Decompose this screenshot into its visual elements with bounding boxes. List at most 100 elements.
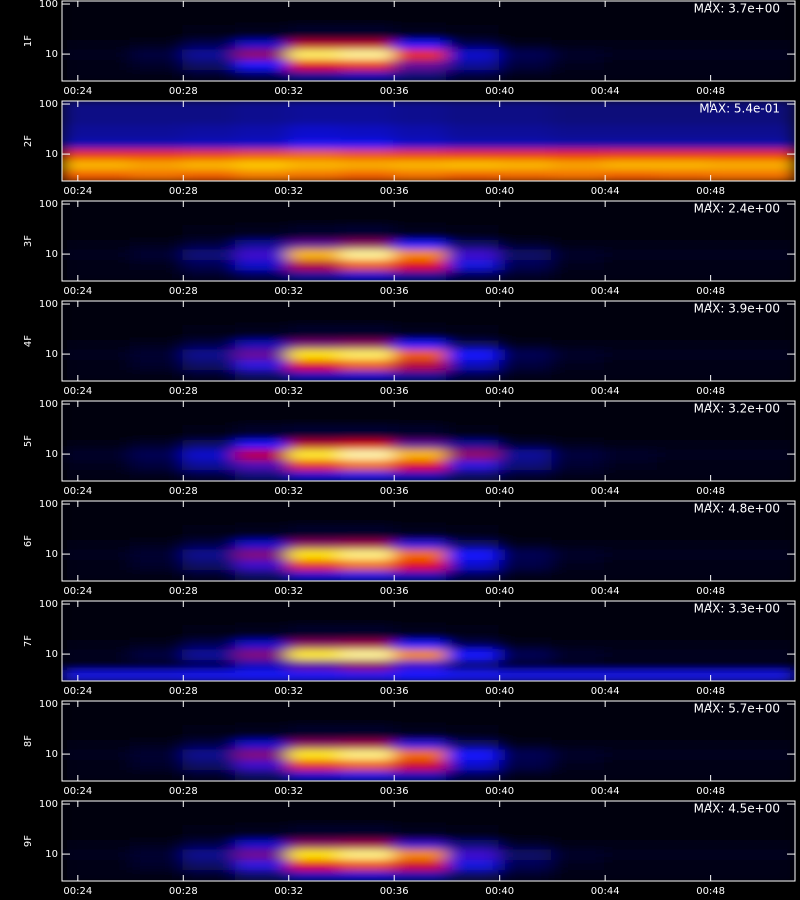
cell (709, 57, 795, 71)
cell (129, 22, 185, 41)
cell (62, 838, 132, 850)
cell (62, 22, 132, 41)
cell (129, 701, 185, 725)
cell (656, 68, 712, 81)
cell (182, 501, 238, 525)
cell (62, 768, 132, 781)
x-tick-label: 00:36 (380, 286, 409, 297)
cell (62, 701, 132, 725)
cell (393, 68, 448, 81)
cell (604, 457, 659, 471)
y-tick-label: 100 (39, 399, 58, 410)
cell (182, 468, 238, 481)
cell (62, 147, 132, 160)
x-tick-label: 00:48 (696, 186, 725, 197)
cell (62, 601, 132, 625)
cell (182, 847, 238, 860)
cell (709, 247, 795, 260)
cell (235, 657, 290, 671)
cell (656, 247, 712, 260)
cell (287, 857, 343, 871)
cell (340, 838, 396, 850)
cell (551, 368, 607, 381)
x-tick-label: 00:40 (485, 586, 514, 597)
cell (182, 868, 238, 881)
cell (235, 68, 290, 81)
cell (340, 438, 396, 450)
x-tick-label: 00:40 (485, 786, 514, 797)
cell (129, 457, 185, 471)
cell (235, 638, 290, 650)
cell (340, 768, 396, 781)
x-tick-label: 00:28 (169, 686, 198, 697)
cell (604, 657, 659, 671)
cell (129, 357, 185, 371)
x-tick-label: 00:36 (380, 386, 409, 397)
cell (709, 268, 795, 281)
cell (393, 557, 448, 571)
cell (498, 822, 554, 841)
cell (551, 501, 607, 525)
x-tick-label: 00:48 (696, 886, 725, 897)
cell (340, 801, 396, 825)
cell (287, 347, 343, 360)
cell (287, 368, 343, 381)
cell (498, 201, 554, 225)
cell (445, 147, 501, 160)
cell (235, 647, 290, 660)
x-tick-label: 00:32 (274, 786, 303, 797)
y-tick-label: 10 (45, 449, 58, 460)
x-tick-label: 00:28 (169, 386, 198, 397)
cell (709, 557, 795, 571)
cell (182, 138, 238, 150)
y-tick-label: 10 (45, 549, 58, 560)
cell (129, 757, 185, 771)
y-tick-label: 100 (39, 499, 58, 510)
x-tick-label: 00:44 (591, 186, 620, 197)
x-tick-label: 00:48 (696, 386, 725, 397)
cell (62, 722, 132, 741)
cell (182, 601, 238, 625)
cell (551, 447, 607, 460)
cell (393, 147, 448, 160)
cell (604, 138, 659, 150)
x-tick-label: 00:40 (485, 386, 514, 397)
cell (604, 247, 659, 260)
cell (62, 68, 132, 81)
cell (445, 301, 501, 325)
cell (235, 301, 290, 325)
max-annotation: MAX: 2.4e+00 (694, 202, 780, 216)
cell (393, 268, 448, 281)
cell (656, 501, 712, 525)
heatmap (62, 101, 795, 181)
cell (393, 657, 448, 671)
cell (287, 401, 343, 425)
cell (235, 268, 290, 281)
cell (129, 157, 185, 171)
y-tick-label: 100 (39, 699, 58, 710)
cell (445, 322, 501, 341)
x-tick-label: 00:24 (63, 86, 92, 97)
cell (235, 501, 290, 525)
x-tick-label: 00:24 (63, 386, 92, 397)
cell (393, 1, 448, 25)
cell (62, 1, 132, 25)
cell (551, 322, 607, 341)
cell (709, 868, 795, 881)
cell (235, 222, 290, 241)
x-tick-label: 00:40 (485, 886, 514, 897)
cell (445, 368, 501, 381)
cell (235, 468, 290, 481)
cell (182, 47, 238, 60)
cell (287, 138, 343, 150)
cell (182, 701, 238, 725)
cell (604, 722, 659, 741)
cell (551, 457, 607, 471)
cell (287, 222, 343, 241)
cell (393, 838, 448, 850)
cell (182, 857, 238, 871)
cell (709, 447, 795, 460)
cell (498, 538, 554, 550)
cell (129, 857, 185, 871)
cell (604, 1, 659, 25)
